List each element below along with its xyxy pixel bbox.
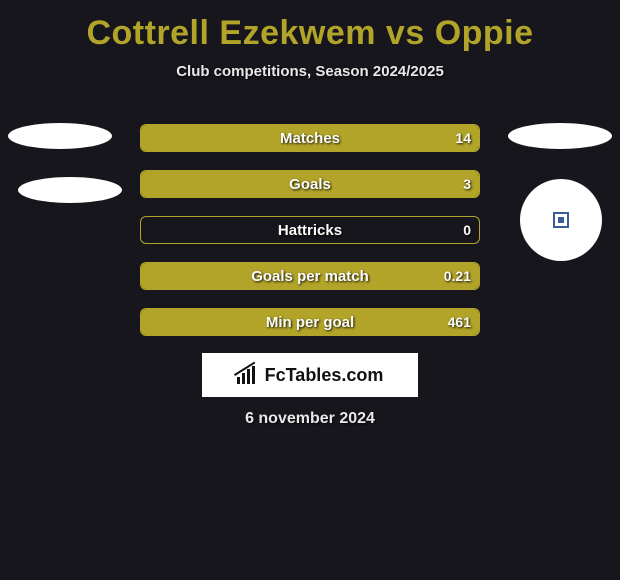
player-left-ellipse-1 xyxy=(8,123,112,149)
stat-bar-label: Goals per match xyxy=(141,263,479,289)
stat-bar-value: 0 xyxy=(463,217,471,243)
stat-bar-label: Matches xyxy=(141,125,479,151)
stat-bar-label: Min per goal xyxy=(141,309,479,335)
stat-bar-row: Goals3 xyxy=(140,170,480,198)
logo-text: FcTables.com xyxy=(265,365,384,386)
stat-bar-value: 3 xyxy=(463,171,471,197)
stat-bar-label: Goals xyxy=(141,171,479,197)
date-text: 6 november 2024 xyxy=(0,410,620,428)
stat-bar-row: Hattricks0 xyxy=(140,216,480,244)
player-right-ellipse-1 xyxy=(508,123,612,149)
player-left-ellipse-2 xyxy=(18,177,122,203)
stats-bar-chart: Matches14 Goals3 Hattricks0 Goals per match… xyxy=(140,124,480,354)
page-title: Cottrell Ezekwem vs Oppie xyxy=(0,0,620,53)
placeholder-icon xyxy=(553,212,569,228)
stat-bar-value: 14 xyxy=(455,125,471,151)
fctables-logo: FcTables.com xyxy=(202,353,418,397)
stat-bar-label: Hattricks xyxy=(141,217,479,243)
stat-bar-value: 0.21 xyxy=(444,263,471,289)
stat-bar-value: 461 xyxy=(448,309,471,335)
stat-bar-row: Matches14 xyxy=(140,124,480,152)
stat-bar-row: Min per goal461 xyxy=(140,308,480,336)
bar-chart-icon xyxy=(237,366,259,384)
player-right-circle xyxy=(520,179,602,261)
stat-bar-row: Goals per match0.21 xyxy=(140,262,480,290)
subtitle: Club competitions, Season 2024/2025 xyxy=(0,63,620,80)
